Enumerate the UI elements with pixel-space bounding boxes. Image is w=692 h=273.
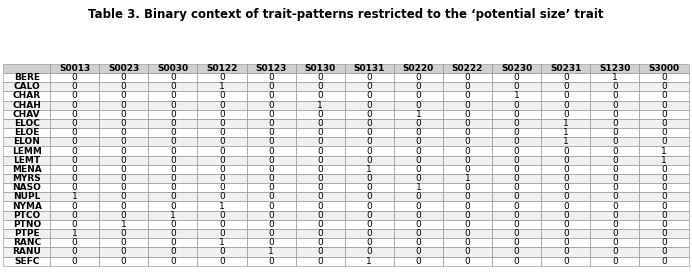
Text: Table 3. Binary context of trait-patterns restricted to the ‘potential size’ tra: Table 3. Binary context of trait-pattern… [89,8,603,21]
